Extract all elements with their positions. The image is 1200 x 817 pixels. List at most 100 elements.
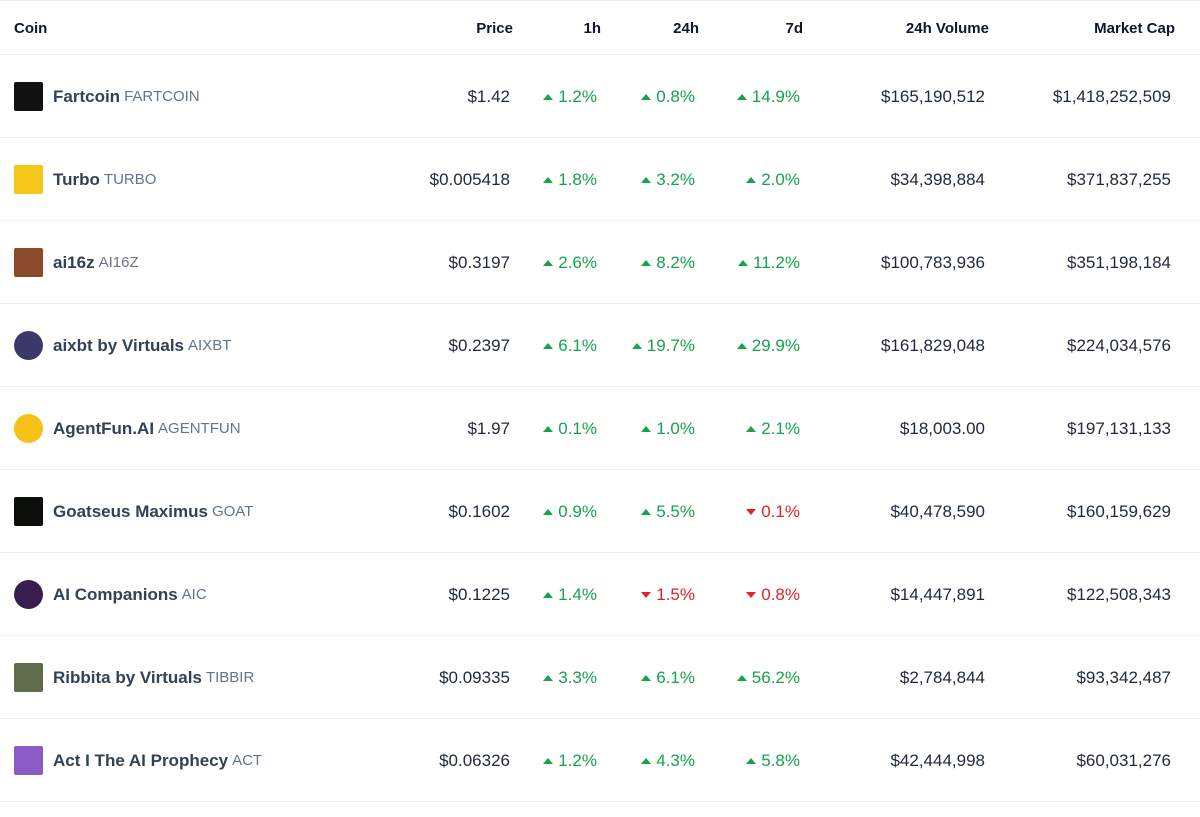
caret-down-icon — [641, 592, 652, 598]
price-cell: $0.09335 — [439, 668, 510, 687]
coin-cell[interactable]: AgentFun.AI AGENTFUN — [14, 414, 241, 443]
coin-symbol: FARTCOIN — [124, 88, 200, 105]
caret-up-icon — [738, 260, 749, 266]
table-row[interactable]: AI Companions AIC $0.1225 1.4% 1.5% 0.8%… — [0, 553, 1200, 636]
coin-cell[interactable]: Goatseus Maximus GOAT — [14, 497, 253, 526]
caret-down-icon — [746, 592, 757, 598]
header-price[interactable]: Price — [476, 20, 513, 37]
change-1h-value: 1.2% — [558, 751, 597, 770]
change-24h: 6.1% — [641, 668, 695, 688]
coin-name[interactable]: aixbt by Virtuals — [53, 335, 185, 355]
market-cap-cell: $160,159,629 — [1067, 502, 1171, 521]
header-1h[interactable]: 1h — [583, 20, 601, 37]
change-7d: 56.2% — [736, 668, 800, 688]
caret-down-icon — [746, 509, 757, 515]
change-1h-value: 6.1% — [558, 336, 597, 355]
caret-up-icon — [543, 343, 554, 349]
market-cap-cell: $122,508,343 — [1067, 585, 1171, 604]
volume-cell: $42,444,998 — [890, 751, 985, 770]
price-cell: $0.1602 — [448, 502, 510, 521]
coin-symbol: TURBO — [103, 171, 157, 188]
coin-name[interactable]: AI Companions — [53, 584, 178, 604]
coin-name[interactable]: Ribbita by Virtuals — [53, 667, 202, 687]
coin-cell[interactable]: Act I The AI Prophecy ACT — [14, 746, 262, 775]
change-24h: 0.8% — [641, 87, 695, 107]
price-cell: $0.005418 — [429, 170, 510, 189]
header-market-cap[interactable]: Market Cap — [1094, 20, 1175, 37]
table-row[interactable]: Act I The AI Prophecy ACT $0.06326 1.2% … — [0, 719, 1200, 802]
change-7d: 0.1% — [746, 502, 800, 522]
volume-cell: $40,478,590 — [890, 502, 985, 521]
change-1h-value: 0.1% — [558, 419, 597, 438]
change-1h: 3.3% — [543, 668, 597, 688]
market-cap-cell: $93,342,487 — [1076, 668, 1171, 687]
coin-name[interactable]: AgentFun.AI — [53, 418, 155, 438]
change-7d: 5.8% — [746, 751, 800, 771]
change-7d-value: 2.0% — [761, 170, 800, 189]
change-24h: 5.5% — [641, 502, 695, 522]
coin-name[interactable]: Turbo — [53, 169, 100, 189]
header-24h-volume[interactable]: 24h Volume — [905, 20, 989, 37]
coin-name[interactable]: Fartcoin — [53, 86, 121, 106]
caret-up-icon — [543, 94, 554, 100]
coin-cell[interactable]: Ribbita by Virtuals TIBBIR — [14, 663, 254, 692]
change-1h: 0.9% — [543, 502, 597, 522]
change-7d-value: 2.1% — [761, 419, 800, 438]
volume-cell: $161,829,048 — [881, 336, 985, 355]
change-1h: 1.4% — [543, 585, 597, 605]
market-cap-cell: $371,837,255 — [1067, 170, 1171, 189]
price-cell: $0.3197 — [448, 253, 510, 272]
market-cap-cell: $60,031,276 — [1076, 751, 1171, 770]
change-24h: 3.2% — [641, 170, 695, 190]
aixbt-logo — [14, 331, 43, 360]
change-1h-value: 2.6% — [558, 253, 597, 272]
coin-cell[interactable]: AI Companions AIC — [14, 580, 207, 609]
change-7d-value: 0.8% — [761, 585, 800, 604]
change-24h-value: 1.0% — [656, 419, 695, 438]
goat-logo — [14, 497, 43, 526]
table-row[interactable]: Fartcoin FARTCOIN $1.42 1.2% 0.8% 14.9% … — [0, 55, 1200, 138]
price-cell: $0.2397 — [448, 336, 510, 355]
table-row[interactable]: Ribbita by Virtuals TIBBIR $0.09335 3.3%… — [0, 636, 1200, 719]
coin-name[interactable]: ai16z — [53, 252, 95, 272]
change-7d-value: 11.2% — [753, 253, 800, 272]
table-row[interactable]: ai16z AI16Z $0.3197 2.6% 8.2% 11.2% $100… — [0, 221, 1200, 304]
coin-cell[interactable]: Fartcoin FARTCOIN — [14, 82, 200, 111]
volume-cell: $34,398,884 — [890, 170, 985, 189]
table-row[interactable]: AgentFun.AI AGENTFUN $1.97 0.1% 1.0% 2.1… — [0, 387, 1200, 470]
ai-companions-logo — [14, 580, 43, 609]
header-7d[interactable]: 7d — [785, 20, 803, 37]
change-7d-value: 5.8% — [761, 751, 800, 770]
change-7d: 11.2% — [738, 253, 800, 273]
change-7d-value: 29.9% — [751, 336, 800, 355]
caret-up-icon — [746, 758, 757, 764]
coin-symbol: AGENTFUN — [158, 420, 241, 437]
header-24h[interactable]: 24h — [673, 20, 699, 37]
change-1h-value: 3.3% — [558, 668, 597, 687]
caret-up-icon — [641, 94, 652, 100]
change-24h: 1.5% — [641, 585, 695, 605]
price-cell: $1.97 — [467, 419, 510, 438]
coin-name[interactable]: Act I The AI Prophecy — [53, 750, 229, 770]
caret-up-icon — [746, 177, 757, 183]
header-coin[interactable]: Coin — [14, 20, 48, 37]
coin-cell[interactable]: Turbo TURBO — [14, 165, 156, 194]
table-row[interactable]: Goatseus Maximus GOAT $0.1602 0.9% 5.5% … — [0, 470, 1200, 553]
change-24h: 8.2% — [641, 253, 695, 273]
change-1h: 1.8% — [543, 170, 597, 190]
act-logo — [14, 746, 43, 775]
coin-cell[interactable]: aixbt by Virtuals AIXBT — [14, 331, 231, 360]
caret-up-icon — [543, 758, 554, 764]
coin-cell[interactable]: ai16z AI16Z — [14, 248, 139, 277]
caret-up-icon — [641, 426, 652, 432]
change-24h: 19.7% — [631, 336, 695, 356]
table-row[interactable]: aixbt by Virtuals AIXBT $0.2397 6.1% 19.… — [0, 304, 1200, 387]
volume-cell: $18,003.00 — [899, 419, 985, 438]
coin-name[interactable]: Goatseus Maximus — [53, 501, 208, 521]
caret-up-icon — [641, 260, 652, 266]
table-row[interactable]: Turbo TURBO $0.005418 1.8% 3.2% 2.0% $34… — [0, 138, 1200, 221]
change-24h-value: 1.5% — [656, 585, 695, 604]
change-24h-value: 4.3% — [656, 751, 695, 770]
volume-cell: $100,783,936 — [881, 253, 985, 272]
